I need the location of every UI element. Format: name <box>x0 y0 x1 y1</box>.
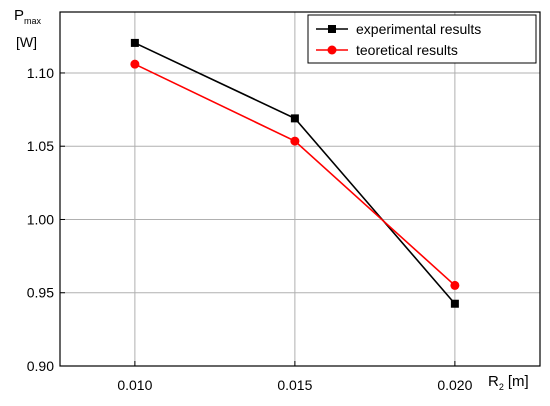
marker <box>450 299 459 308</box>
y-tick-label: 1.05 <box>27 138 54 154</box>
x-tick-label: 0.010 <box>117 377 152 393</box>
y-axis-unit: [W] <box>16 34 37 50</box>
legend-box <box>307 14 537 64</box>
y-label-main: P <box>14 7 24 24</box>
legend-label: experimental results <box>356 21 481 37</box>
legend-label: teoretical results <box>356 42 458 58</box>
legend: experimental results teoretical results <box>307 14 537 64</box>
x-tick-label: 0.015 <box>277 377 312 393</box>
y-axis-label: Pmax <box>14 7 42 26</box>
x-label-sub: 2 <box>499 382 504 392</box>
y-tick-label: 0.95 <box>27 285 54 301</box>
y-tick-label: 1.00 <box>27 211 54 227</box>
marker <box>130 38 139 47</box>
legend-marker <box>328 25 336 33</box>
y-label-sub: max <box>24 16 42 26</box>
y-tick-label: 1.10 <box>27 65 54 81</box>
marker <box>290 136 300 146</box>
x-label-unit: [m] <box>508 373 529 390</box>
x-tick-label: 0.020 <box>437 377 472 393</box>
legend-marker <box>327 45 337 55</box>
marker <box>450 280 460 290</box>
plot-frame <box>59 11 541 367</box>
x-label-main: R <box>488 373 499 390</box>
marker <box>130 59 140 69</box>
x-axis-label: R2 [m] <box>488 373 529 392</box>
y-tick-label: 0.90 <box>27 358 54 374</box>
marker <box>290 114 299 123</box>
